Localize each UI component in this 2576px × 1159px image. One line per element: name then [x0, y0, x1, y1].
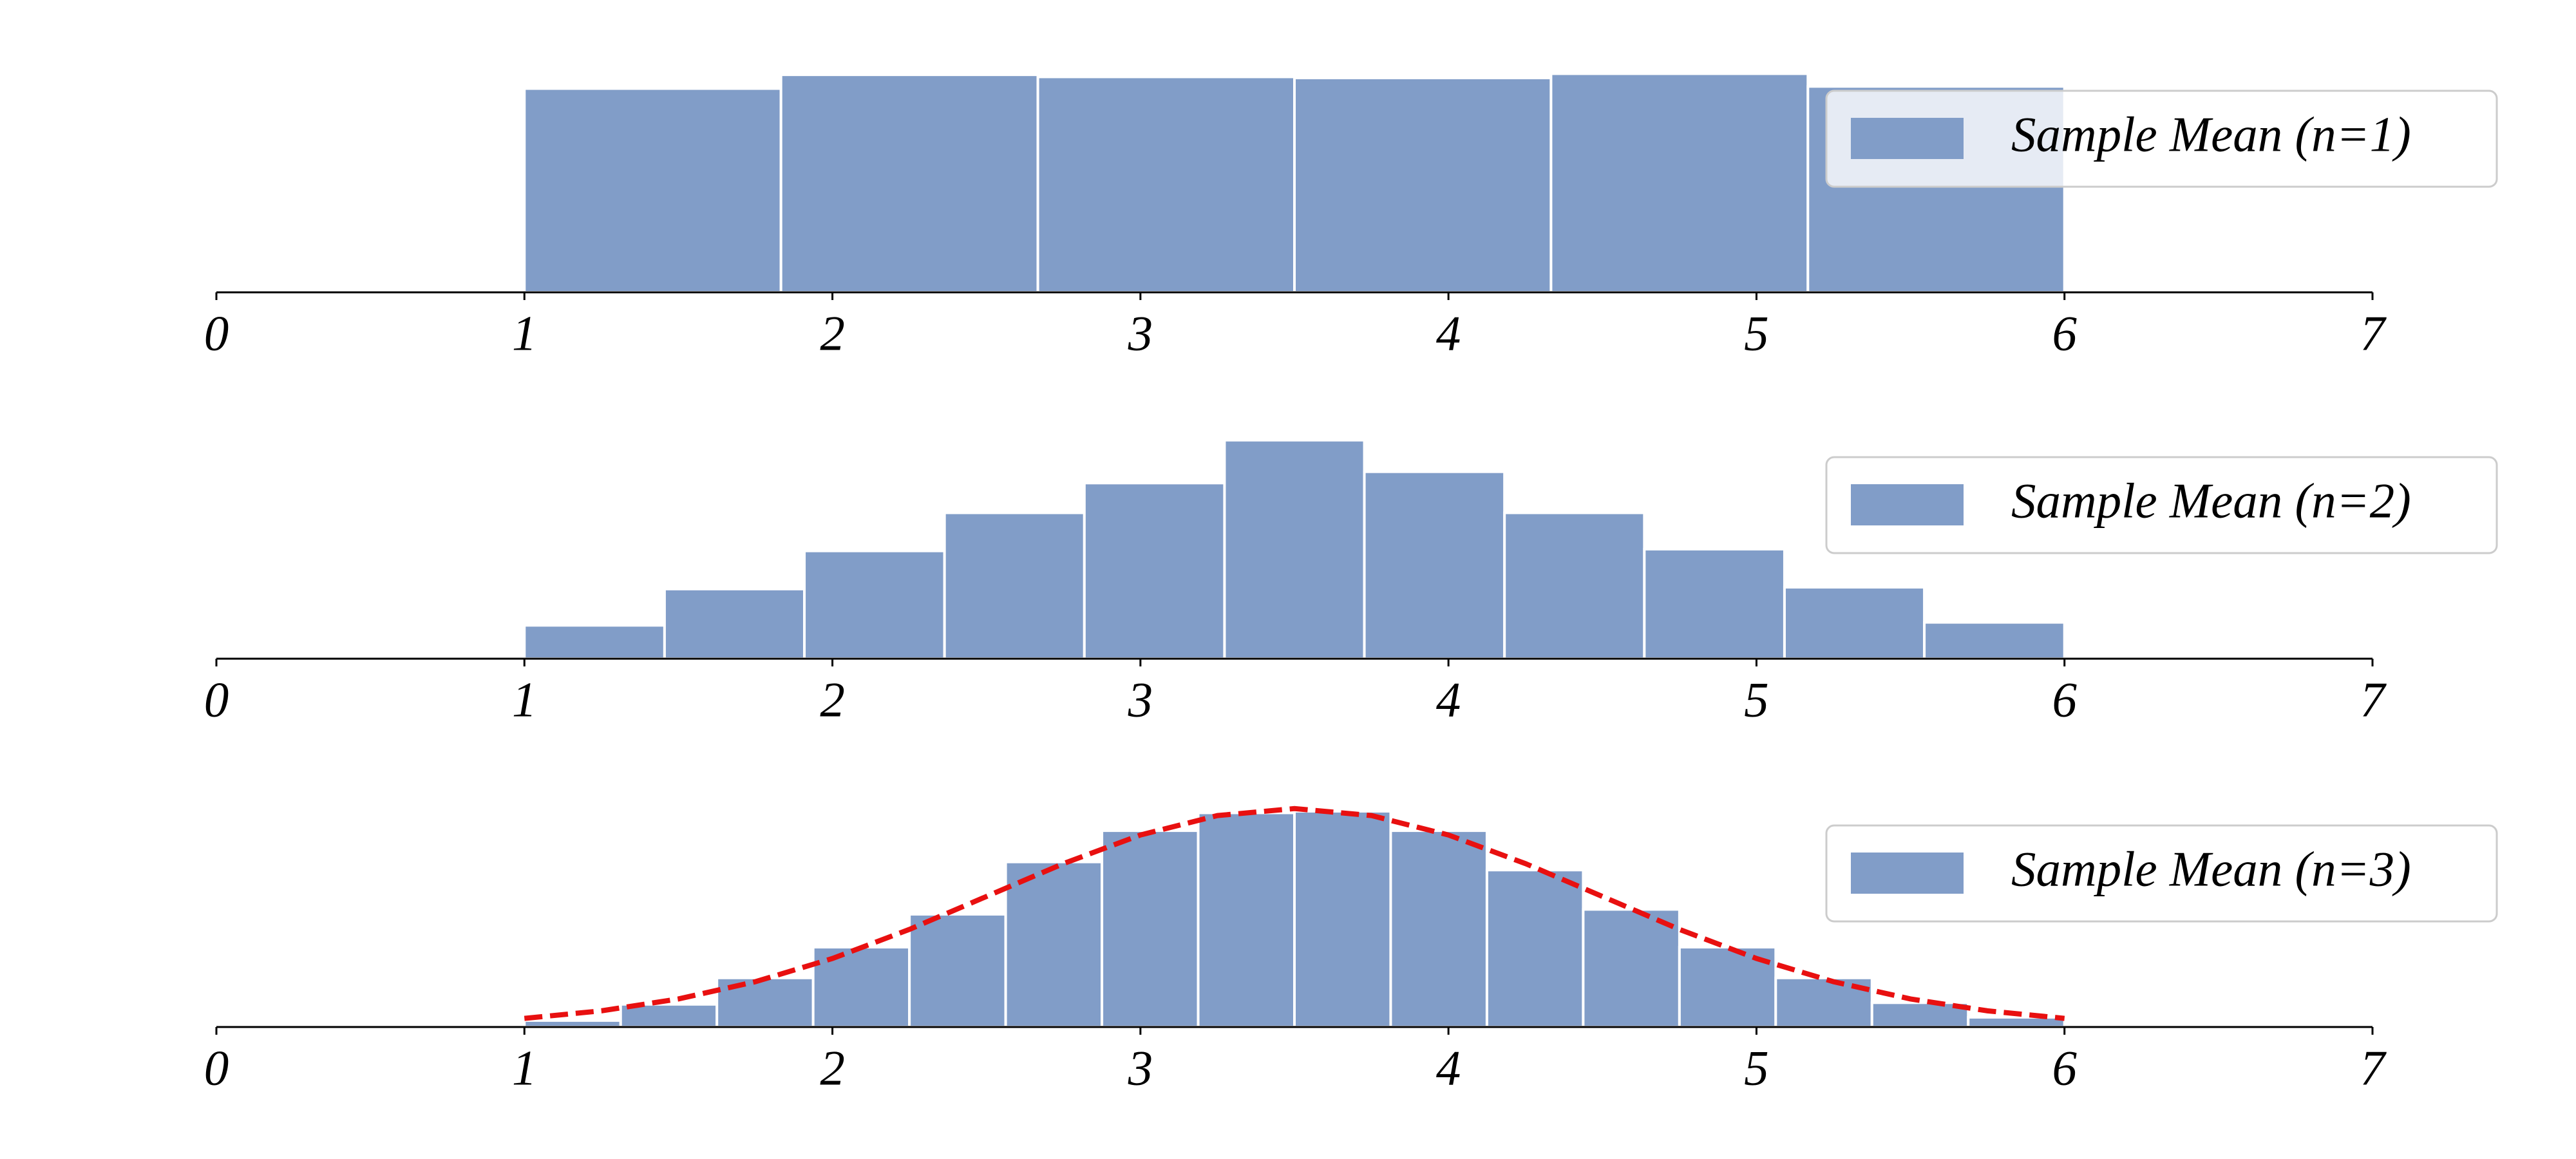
- bar: [1549, 72, 1810, 294]
- bar: [1582, 908, 1681, 1028]
- x-tick-label: 3: [1128, 306, 1153, 361]
- legend-patch: [1851, 484, 1964, 525]
- legend-box: [1825, 456, 2498, 554]
- bar: [1223, 438, 1366, 660]
- x-tick-label: 2: [820, 306, 845, 361]
- legend-patch: [1851, 118, 1964, 159]
- bar: [943, 511, 1086, 660]
- x-tick-label: 2: [820, 672, 845, 728]
- legend-patch: [1851, 853, 1964, 894]
- x-tick-label: 5: [1744, 1041, 1769, 1096]
- x-tick-label: 3: [1128, 672, 1153, 728]
- bar: [523, 1019, 622, 1029]
- legend-box: [1825, 90, 2498, 188]
- legend-label: Sample Mean (n=2): [2011, 473, 2411, 529]
- bar: [1485, 869, 1585, 1029]
- x-tick-label: 2: [820, 1041, 845, 1096]
- bar: [1923, 621, 2066, 660]
- bar: [908, 912, 1007, 1028]
- x-tick-label: 4: [1436, 672, 1461, 728]
- x-tick-label: 5: [1744, 672, 1769, 728]
- legend-box: [1825, 824, 2498, 923]
- bar: [523, 624, 666, 661]
- bar: [1101, 829, 1200, 1028]
- x-tick-label: 6: [2052, 1041, 2077, 1096]
- bar: [1967, 1015, 2066, 1029]
- x-tick-label: 1: [512, 1041, 537, 1096]
- bar: [1363, 470, 1506, 661]
- x-tick-label: 7: [2360, 672, 2387, 728]
- legend-label: Sample Mean (n=3): [2011, 842, 2411, 897]
- bar: [1197, 811, 1296, 1028]
- bar: [663, 587, 806, 660]
- x-tick-label: 5: [1744, 306, 1769, 361]
- bar: [1004, 860, 1104, 1029]
- x-tick-label: 7: [2360, 306, 2387, 361]
- x-tick-label: 1: [512, 306, 537, 361]
- bar: [523, 87, 782, 294]
- x-tick-label: 4: [1436, 306, 1461, 361]
- x-tick-label: 3: [1128, 1041, 1153, 1096]
- bar: [1643, 547, 1786, 660]
- bar: [1293, 809, 1392, 1028]
- bar: [779, 73, 1039, 294]
- x-tick-label: 6: [2052, 672, 2077, 728]
- bar: [1503, 511, 1646, 660]
- x-tick-label: 7: [2360, 1041, 2387, 1096]
- bar: [1036, 75, 1296, 294]
- x-tick-label: 0: [204, 1041, 229, 1096]
- x-tick-label: 6: [2052, 306, 2077, 361]
- bar: [1783, 586, 1926, 660]
- x-tick-label: 4: [1436, 1041, 1461, 1096]
- normal-curve: [524, 806, 2065, 1021]
- bar: [803, 549, 946, 661]
- bar: [1389, 829, 1488, 1028]
- x-tick-label: 0: [204, 672, 229, 728]
- legend-label: Sample Mean (n=1): [2011, 107, 2411, 162]
- bar: [1293, 77, 1553, 294]
- x-tick-label: 0: [204, 306, 229, 361]
- x-tick-label: 1: [512, 672, 537, 728]
- bar: [1870, 1001, 1970, 1029]
- bar: [1083, 482, 1226, 660]
